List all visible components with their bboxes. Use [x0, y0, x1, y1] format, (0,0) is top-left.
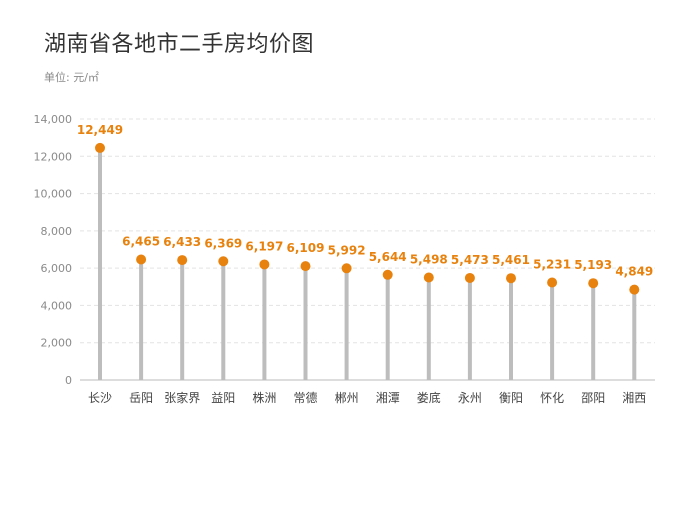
category-label: 湘潭	[376, 390, 400, 405]
data-value-label: 5,498	[410, 253, 448, 267]
data-point	[547, 277, 558, 288]
data-point	[177, 255, 188, 266]
category-label: 长沙	[88, 391, 112, 405]
y-tick-label: 2,000	[41, 337, 73, 350]
data-point	[588, 278, 599, 289]
category-label: 张家界	[164, 390, 200, 405]
data-value-label: 5,231	[533, 257, 571, 271]
data-value-label: 5,461	[492, 253, 530, 267]
data-point	[218, 256, 229, 267]
data-value-label: 5,193	[574, 258, 612, 272]
y-tick-label: 4,000	[41, 299, 73, 312]
chart-title: 湖南省各地市二手房均价图	[44, 32, 315, 57]
grid-lines	[80, 118, 655, 344]
category-label: 株洲	[252, 390, 276, 405]
data-point	[259, 259, 270, 270]
data-value-label: 5,644	[369, 250, 407, 264]
data-value-label: 6,369	[204, 236, 242, 250]
value-labels: 12,449 6,465 6,433 6,369 6,197 6,109 5,992 5,64…	[77, 123, 653, 279]
data-value-label: 6,465	[122, 234, 160, 248]
y-tick-label: 10,000	[34, 188, 73, 201]
data-value-label: 6,433	[163, 235, 201, 249]
category-label: 娄底	[417, 390, 441, 405]
points	[95, 142, 640, 295]
data-value-label: 12,449	[77, 123, 123, 137]
data-value-label: 4,849	[615, 265, 653, 279]
category-label: 永州	[458, 391, 482, 405]
data-point	[464, 272, 475, 283]
y-tick-label: 12,000	[34, 150, 73, 163]
category-label: 常德	[293, 390, 317, 405]
y-axis-ticks: 0 2,000 4,000 6,000 8,000 10,000 12,000 14,000	[34, 113, 73, 387]
category-label: 郴州	[335, 391, 359, 405]
y-tick-label: 6,000	[41, 262, 73, 275]
stems	[98, 147, 637, 380]
category-label: 湘西	[622, 390, 646, 405]
data-point	[423, 272, 434, 283]
category-label: 邵阳	[581, 391, 605, 405]
data-point	[382, 269, 393, 280]
data-value-label: 5,473	[451, 253, 489, 267]
data-point	[341, 263, 352, 274]
data-value-label: 5,992	[328, 243, 366, 257]
category-label: 岳阳	[129, 391, 153, 405]
data-point	[300, 261, 311, 272]
data-point	[95, 142, 105, 153]
category-label: 怀化	[540, 391, 564, 405]
y-tick-label: 8,000	[41, 225, 73, 238]
chart-unit-label: 单位: 元/㎡	[44, 71, 99, 84]
data-point	[136, 254, 147, 265]
y-tick-label: 14,000	[34, 113, 73, 126]
x-axis-categories: 长沙 岳阳 张家界 益阳 株洲 常德 郴州 湘潭 娄底 永州 衡阳 怀化 邵阳 湘西	[88, 390, 646, 405]
data-value-label: 6,109	[287, 241, 325, 255]
data-value-label: 6,197	[245, 239, 283, 253]
data-point	[629, 284, 640, 295]
category-label: 衡阳	[499, 391, 523, 405]
category-label: 益阳	[211, 391, 235, 405]
y-tick-label: 0	[65, 374, 72, 387]
data-point	[506, 273, 516, 284]
